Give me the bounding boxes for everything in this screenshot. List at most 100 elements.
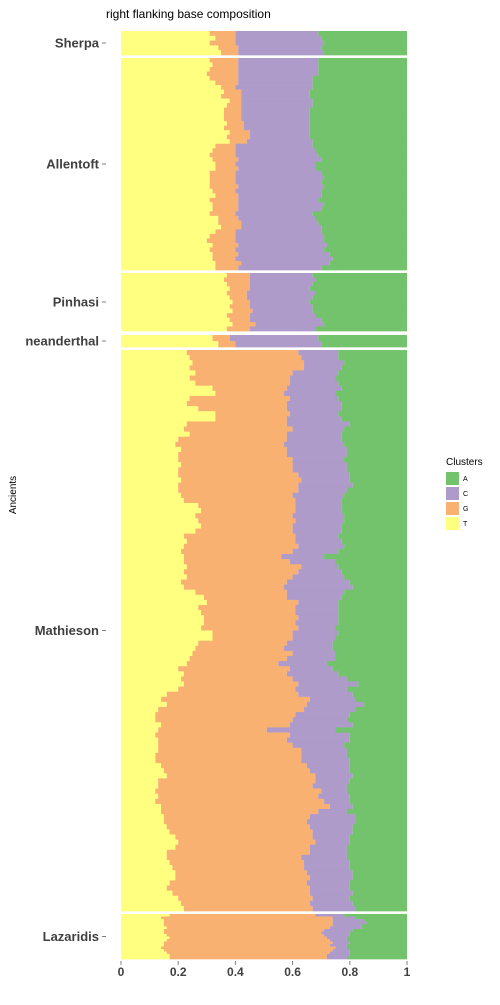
- bar-allentoft-2-T: [121, 62, 213, 68]
- bar-allentoft-7-T: [121, 85, 222, 90]
- bar-pinhasi-11-G: [229, 317, 250, 323]
- bar-mathieson-24-C: [292, 467, 347, 473]
- bar-mathieson-32-A: [341, 508, 407, 514]
- bar-neanderthal-2-A: [321, 341, 407, 348]
- legend-title: Clusters: [446, 457, 483, 468]
- bar-allentoft-10-T: [121, 98, 230, 104]
- bar-lazaridis-3-T: [121, 919, 164, 922]
- bar-mathieson-48-T: [121, 589, 196, 596]
- bar-allentoft-41-A: [324, 238, 407, 244]
- bar-mathieson-49-C: [286, 594, 342, 601]
- bar-allentoft-18-C: [249, 134, 310, 140]
- bar-allentoft-42-T: [121, 242, 213, 248]
- bar-allentoft-35-G: [209, 211, 236, 217]
- bar-mathieson-44-G: [183, 569, 299, 575]
- bar-allentoft-26-C: [235, 170, 322, 176]
- bar-mathieson-68-G: [166, 691, 299, 698]
- bar-pinhasi-12-A: [324, 322, 407, 327]
- bar-pinhasi-12-G: [232, 322, 256, 327]
- bar-mathieson-4-C: [304, 365, 342, 371]
- bar-allentoft-29-C: [238, 184, 325, 190]
- bar-allentoft-30-A: [321, 188, 407, 194]
- bar-lazaridis-13-T: [121, 944, 164, 947]
- bar-mathieson-59-C: [284, 645, 333, 652]
- bar-mathieson-80-C: [301, 752, 347, 759]
- bar-mathieson-26-C: [301, 477, 350, 483]
- bar-mathieson-79-G: [158, 747, 302, 754]
- bar-mathieson-58-G: [198, 640, 287, 647]
- legend-label-c: C: [463, 491, 468, 498]
- bar-mathieson-89-A: [349, 798, 407, 805]
- bar-allentoft-3-A: [318, 67, 407, 72]
- bar-mathieson-98-G: [175, 844, 310, 851]
- bar-allentoft-38-C: [241, 224, 322, 230]
- bar-allentoft-11-A: [312, 103, 407, 108]
- bar-mathieson-77-G: [158, 737, 287, 744]
- bar-lazaridis-18-A: [346, 956, 407, 960]
- bar-sherpa-3-G: [209, 40, 236, 46]
- bar-mathieson-44-A: [341, 569, 407, 575]
- bar-mathieson-37-C: [295, 533, 339, 540]
- x-tick-label-4: 0.8: [341, 965, 358, 979]
- bar-allentoft-23-A: [321, 157, 407, 163]
- bar-mathieson-56-C: [292, 630, 339, 636]
- bar-mathieson-19-A: [344, 441, 407, 448]
- bar-mathieson-45-T: [121, 574, 187, 580]
- bar-mathieson-31-T: [121, 503, 199, 509]
- bar-mathieson-4-T: [121, 365, 190, 371]
- bar-allentoft-9-A: [309, 94, 407, 99]
- bar-lazaridis-10-A: [346, 936, 407, 940]
- bar-allentoft-27-A: [324, 175, 407, 181]
- bar-mathieson-8-A: [341, 385, 407, 392]
- bar-allentoft-31-G: [215, 193, 239, 199]
- bar-sherpa-5-C: [238, 50, 325, 56]
- bar-allentoft-11-C: [241, 103, 313, 108]
- bar-mathieson-58-A: [332, 640, 407, 647]
- bar-mathieson-90-A: [352, 803, 407, 810]
- bar-mathieson-23-C: [292, 462, 347, 468]
- bar-mathieson-105-A: [349, 880, 407, 886]
- bar-mathieson-72-T: [121, 712, 156, 718]
- bar-mathieson-103-A: [352, 870, 407, 876]
- bar-mathieson-25-A: [349, 472, 407, 478]
- bar-mathieson-94-T: [121, 824, 167, 830]
- bar-mathieson-74-T: [121, 722, 162, 728]
- bar-allentoft-17-C: [249, 130, 310, 136]
- bar-allentoft-11-T: [121, 103, 227, 108]
- bar-mathieson-6-A: [335, 375, 407, 381]
- bar-mathieson-57-T: [121, 635, 213, 642]
- bar-mathieson-29-G: [181, 492, 293, 499]
- bar-mathieson-82-A: [349, 763, 407, 769]
- bar-allentoft-19-A: [312, 139, 407, 145]
- bar-mathieson-9-G: [215, 390, 285, 397]
- bar-mathieson-32-T: [121, 508, 202, 514]
- bar-mathieson-73-A: [346, 717, 407, 723]
- bar-pinhasi-6-C: [246, 295, 313, 301]
- bar-allentoft-16-C: [243, 125, 310, 131]
- bar-allentoft-28-G: [209, 179, 236, 185]
- legend-label-a: A: [463, 476, 468, 483]
- bar-mathieson-74-G: [161, 722, 290, 728]
- bar-mathieson-78-C: [292, 742, 345, 749]
- bar-mathieson-45-G: [186, 574, 293, 580]
- bar-mathieson-40-A: [338, 548, 407, 555]
- bar-mathieson-39-A: [344, 543, 407, 550]
- bar-mathieson-58-C: [286, 640, 333, 647]
- bar-allentoft-35-T: [121, 211, 210, 217]
- facet-labels: Sherpa Allentoft Pinhasi neanderthal Mathies…: [25, 36, 106, 944]
- bar-mathieson-28-G: [178, 487, 299, 494]
- bar-mathieson-107-G: [172, 890, 310, 897]
- bar-mathieson-100-G: [166, 854, 302, 861]
- bar-mathieson-101-T: [121, 860, 170, 866]
- bar-mathieson-17-T: [121, 431, 190, 438]
- bar-mathieson-101-C: [304, 860, 350, 866]
- bar-mathieson-29-C: [292, 492, 345, 499]
- bar-lazaridis-11-C: [329, 939, 347, 942]
- bar-mathieson-17-A: [341, 431, 407, 438]
- bar-allentoft-21-T: [121, 148, 213, 154]
- bar-mathieson-97-C: [315, 839, 350, 846]
- bar-mathieson-2-A: [338, 355, 407, 361]
- bar-pinhasi-9-A: [312, 308, 407, 314]
- bar-pinhasi-13-C: [249, 326, 316, 332]
- bar-mathieson-55-A: [335, 625, 407, 631]
